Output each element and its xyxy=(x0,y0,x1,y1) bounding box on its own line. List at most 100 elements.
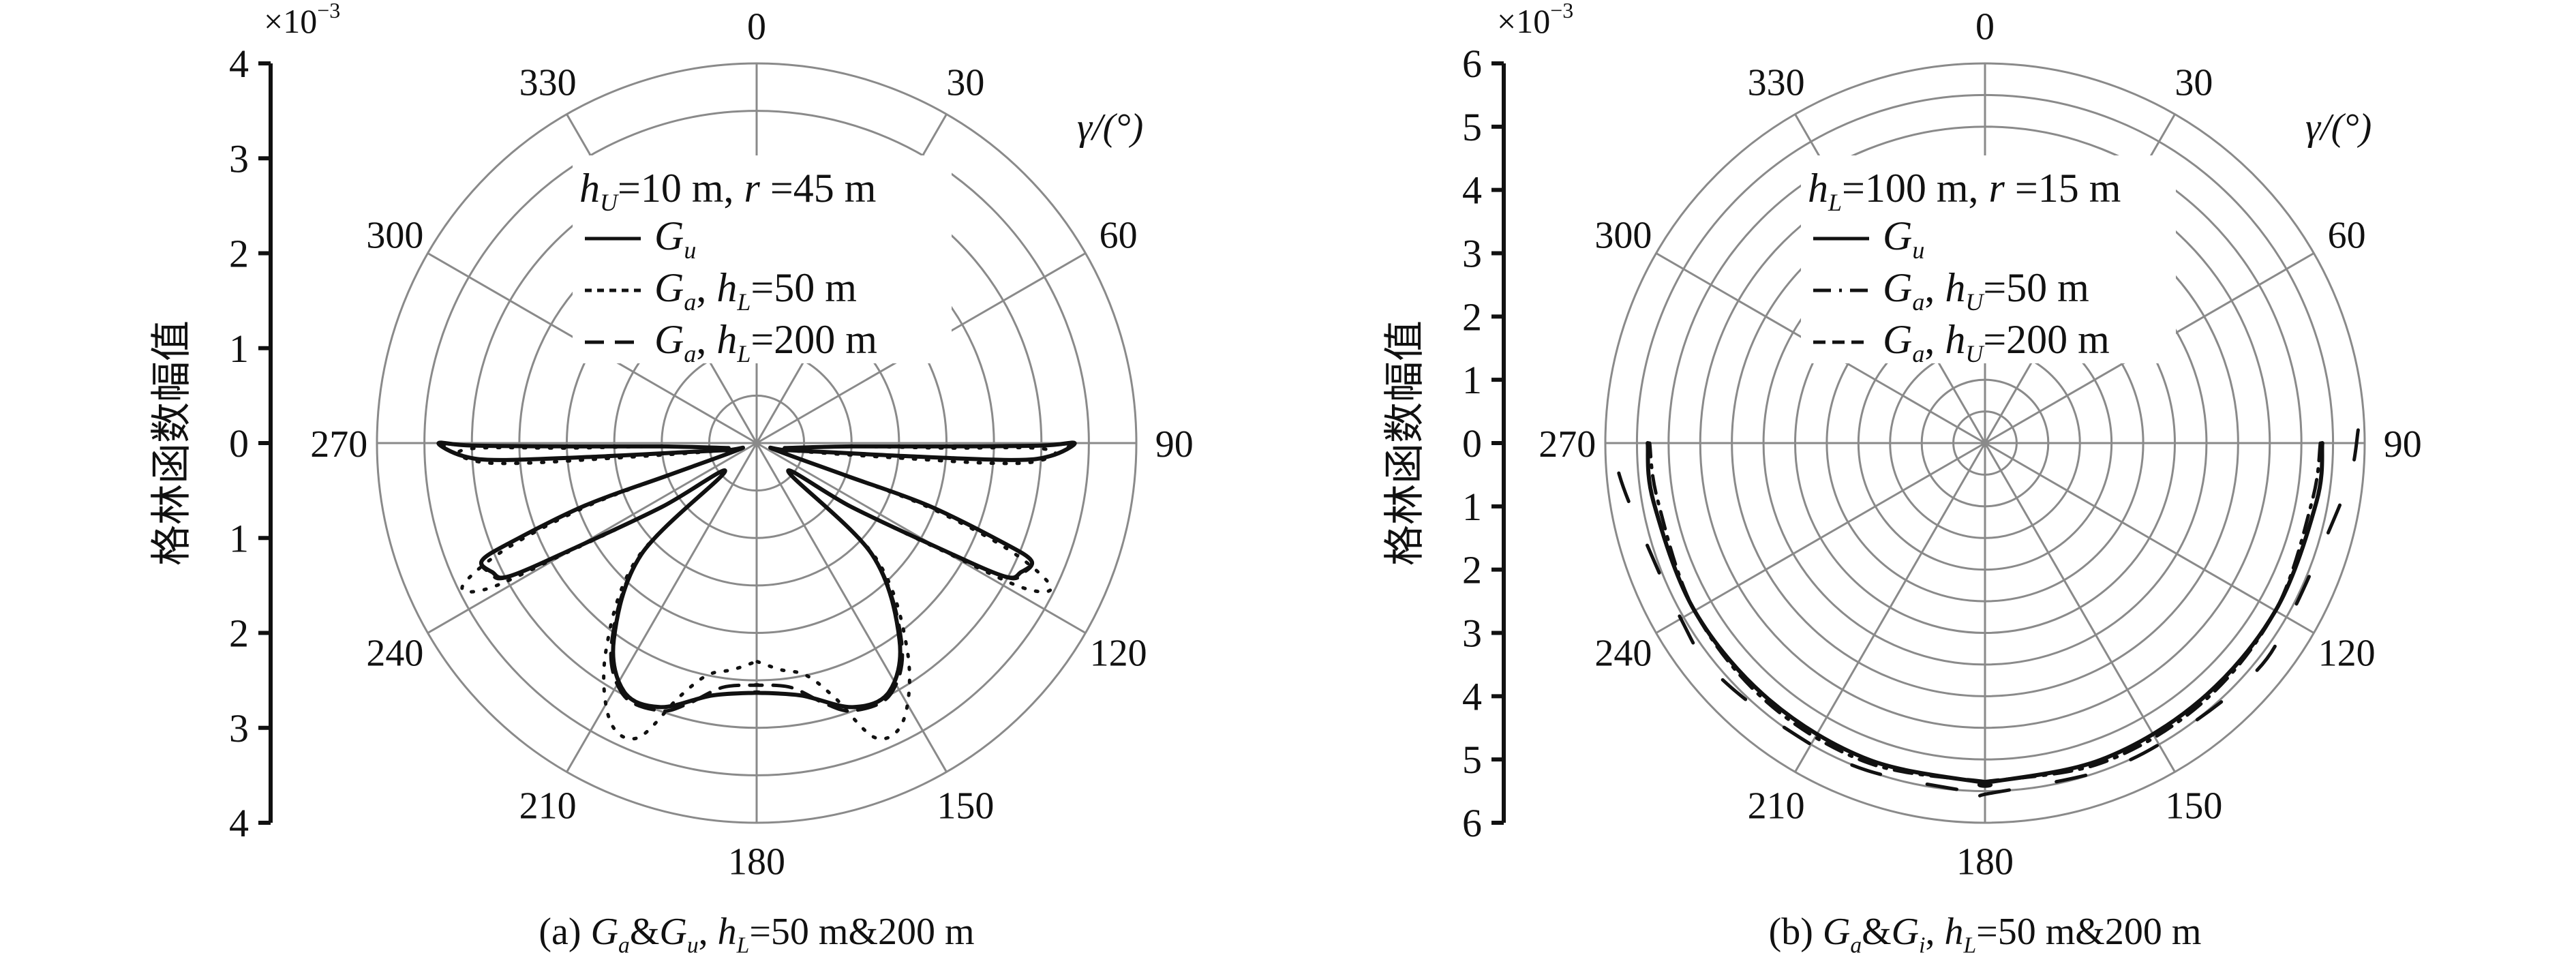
legend-entry-part: , xyxy=(696,265,716,310)
chart-caption-part: u xyxy=(687,933,699,955)
y-tick-label: 3 xyxy=(1462,611,1482,656)
grid-spoke xyxy=(1794,442,1986,773)
grid-spoke xyxy=(1984,442,2315,634)
legend-entry-part: G xyxy=(654,265,684,310)
chart-caption-part: G xyxy=(1823,911,1850,953)
grid-spoke xyxy=(1655,442,1986,634)
legend-entry-part: =50 m xyxy=(1983,265,2089,310)
chart-caption-part: L xyxy=(1963,933,1976,955)
y-axis xyxy=(1491,61,1506,825)
legend-entry-part: =200 m xyxy=(751,317,877,362)
legend-entry-part: L xyxy=(736,288,751,316)
chart-caption-part: =50 m&200 m xyxy=(749,911,974,953)
y-tick-label: 1 xyxy=(1462,358,1482,402)
angle-tick-label: 90 xyxy=(2384,423,2422,466)
legend-entry-part: G xyxy=(1883,213,1912,258)
y-tick-label: 4 xyxy=(1462,674,1482,718)
y-scale-label: ×10−3 xyxy=(1497,0,1573,40)
y-scale-base: ×10 xyxy=(264,2,317,40)
legend-entry-part: h xyxy=(1945,317,1965,362)
angle-tick-label: 30 xyxy=(2175,61,2213,104)
chart-caption: (a) Ga&Gu, hL=50 m&200 m xyxy=(539,911,974,955)
legend-entry-part: a xyxy=(1912,288,1924,316)
legend-title-part: =15 m xyxy=(2005,166,2121,211)
angle-tick-label: 330 xyxy=(519,61,577,104)
angle-tick-label: 60 xyxy=(2328,215,2366,257)
legend-entry-part: u xyxy=(1912,237,1924,264)
angle-tick-label: 150 xyxy=(2165,785,2222,828)
chart-caption-part: & xyxy=(630,911,660,953)
grid-spoke xyxy=(566,442,758,773)
chart-caption-part: , xyxy=(1925,911,1944,953)
chart-caption-part: (b) xyxy=(1769,911,1823,953)
y-tick-label: 0 xyxy=(229,421,249,466)
angle-tick-label: 150 xyxy=(937,785,994,828)
chart-caption-part: G xyxy=(659,911,686,953)
chart-caption: (b) Ga&Gi, hL=50 m&200 m xyxy=(1769,911,2202,955)
y-tick-label: 3 xyxy=(1462,232,1482,276)
legend-entry-part: , xyxy=(1924,317,1945,362)
y-tick-label: 0 xyxy=(1462,421,1482,466)
legend-entry: Gu xyxy=(1883,213,1924,264)
angle-tick-label: 210 xyxy=(1748,785,1805,828)
y-axis xyxy=(258,61,273,825)
angle-tick-label: 300 xyxy=(1594,215,1652,257)
legend-title-part: L xyxy=(1828,189,1842,216)
y-tick-label: 2 xyxy=(1462,294,1482,339)
angle-tick-label: 240 xyxy=(366,632,423,674)
series-line-2 xyxy=(1610,428,2360,800)
angle-tick-label: 180 xyxy=(728,841,785,883)
angle-axis-label: γ/(°) xyxy=(2305,106,2372,149)
angle-tick-label: 90 xyxy=(1155,423,1194,466)
legend-entry-part: h xyxy=(716,317,737,362)
y-tick-label: 5 xyxy=(1462,105,1482,149)
angle-tick-label: 300 xyxy=(366,215,423,257)
y-tick-label: 1 xyxy=(1462,485,1482,529)
chart-caption-part: , xyxy=(699,911,718,953)
angle-tick-label: 210 xyxy=(519,785,577,828)
legend-entry-part: G xyxy=(654,213,684,258)
chart-caption-part: a xyxy=(1850,933,1862,955)
chart-caption-part: G xyxy=(591,911,618,953)
legend-title-part: h xyxy=(1808,166,1828,211)
grid-spoke xyxy=(755,442,948,773)
angle-tick-label: 330 xyxy=(1748,61,1805,104)
legend-entry: Ga, hU=50 m xyxy=(1883,265,2089,316)
legend-title-part: =10 m, xyxy=(618,166,744,211)
y-tick-label: 4 xyxy=(229,801,249,845)
y-tick-label: 1 xyxy=(229,327,249,371)
legend-background xyxy=(573,155,952,363)
angle-axis-label: γ/(°) xyxy=(1077,106,1143,149)
y-axis-title: 格林函数幅值 xyxy=(149,320,194,566)
angle-tick-label: 180 xyxy=(1956,841,2014,883)
legend-entry: Ga, hL=50 m xyxy=(654,265,857,316)
legend-title-part: h xyxy=(579,166,600,211)
chart-caption-part: =50 m&200 m xyxy=(1976,911,2201,953)
angle-tick-label: 120 xyxy=(1090,632,1147,674)
y-tick-label: 3 xyxy=(229,136,249,181)
angle-tick-label: 60 xyxy=(1100,215,1138,257)
legend-title-part: =45 m xyxy=(760,166,877,211)
series-line-2 xyxy=(441,442,1072,713)
angle-tick-label: 30 xyxy=(946,61,984,104)
series-line-1 xyxy=(1648,441,2322,786)
legend-entry-part: u xyxy=(684,237,696,264)
legend-entry-part: G xyxy=(1883,317,1912,362)
legend-entry-part: a xyxy=(684,340,696,367)
legend-title: hU=10 m, r =45 m xyxy=(579,166,876,216)
legend-entry: Gu xyxy=(654,213,696,264)
chart-caption-part: i xyxy=(1919,933,1925,955)
y-tick-label: 6 xyxy=(1462,42,1482,86)
y-scale-exponent: −3 xyxy=(1550,0,1573,22)
angle-tick-label: 120 xyxy=(2318,632,2376,674)
y-tick-label: 4 xyxy=(1462,168,1482,213)
legend-entry-part: U xyxy=(1965,340,1984,367)
legend-title-part: U xyxy=(600,189,619,216)
legend-title-part: r xyxy=(744,166,761,211)
chart-caption-part: a xyxy=(618,933,630,955)
legend-entry: Ga, hU=200 m xyxy=(1883,317,2110,367)
legend-title-part: r xyxy=(1989,166,2005,211)
legend-entry-part: =50 m xyxy=(751,265,857,310)
angle-tick-label: 270 xyxy=(310,423,367,466)
legend-entry-part: h xyxy=(1945,265,1965,310)
